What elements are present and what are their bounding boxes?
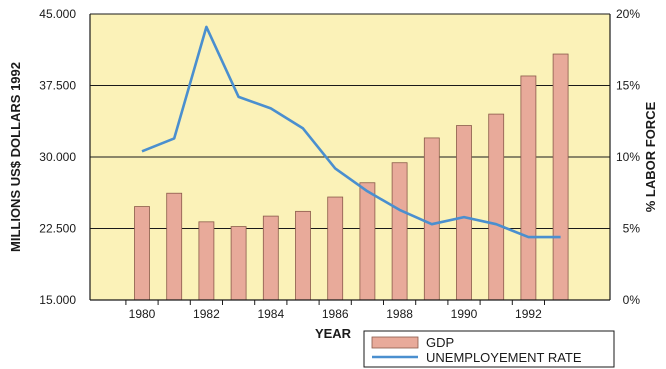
gdp-bar-1984 — [262, 215, 279, 301]
y-right-tick-label-2: 10% — [616, 150, 640, 164]
gdp-bar-1991 — [488, 113, 505, 301]
y-axis-right-title: % LABOR FORCE — [643, 101, 658, 212]
gdp-bar-1993 — [552, 53, 569, 301]
x-tick-label-1986: 1986 — [322, 307, 349, 321]
unemployment-line-group — [141, 25, 561, 239]
gdp-bar-1992 — [520, 75, 537, 301]
y-right-tick-label-3: 15% — [616, 79, 640, 93]
y-left-tick-label-0: 15.000 — [39, 293, 76, 307]
gdp-bar-1981 — [166, 192, 183, 301]
x-axis-title: YEAR — [315, 326, 352, 341]
x-tick-label-1980: 1980 — [129, 307, 156, 321]
gdp-bar-1982 — [198, 221, 215, 301]
legend-unemployment-label: UNEMPLOYEMENT RATE — [426, 350, 582, 365]
x-tick-label-1990: 1990 — [451, 307, 478, 321]
y-left-tick-label-2: 30.000 — [39, 150, 76, 164]
x-tick-label-1992: 1992 — [515, 307, 542, 321]
axes — [89, 14, 611, 305]
y-right-tick-label-1: 5% — [623, 222, 641, 236]
gdp-bar-1989 — [423, 137, 440, 301]
gdp-bar-1983 — [230, 226, 247, 301]
legend-gdp-label: GDP — [426, 335, 454, 350]
legend-gdp-swatch — [371, 336, 419, 349]
legend: GDP UNEMPLOYEMENT RATE — [363, 330, 615, 368]
gdp-bar-1980 — [134, 206, 150, 301]
gdp-bar-1987 — [359, 182, 376, 301]
gdp-bar-1990 — [456, 125, 472, 301]
y-axis-left-title: MILLIONS US$ DOLLARS 1992 — [8, 62, 23, 252]
y-right-tick-label-0: 0% — [623, 293, 641, 307]
gdp-bar-1985 — [295, 210, 311, 301]
y-left-tick-label-3: 37.500 — [39, 79, 76, 93]
unemployment-line — [141, 25, 561, 239]
gdp-bar-1986 — [327, 196, 344, 301]
tick-labels: 15.000 22.500 30.000 37.500 45.000 0% 5% 10% 15%… — [39, 7, 640, 321]
y-left-tick-label-4: 45.000 — [39, 7, 76, 21]
x-tick-label-1988: 1988 — [386, 307, 413, 321]
x-tick-label-1984: 1984 — [257, 307, 284, 321]
gdp-bar-1988 — [391, 162, 408, 301]
y-left-tick-label-1: 22.500 — [39, 222, 76, 236]
x-tick-label-1982: 1982 — [193, 307, 220, 321]
y-right-tick-label-4: 20% — [616, 7, 640, 21]
